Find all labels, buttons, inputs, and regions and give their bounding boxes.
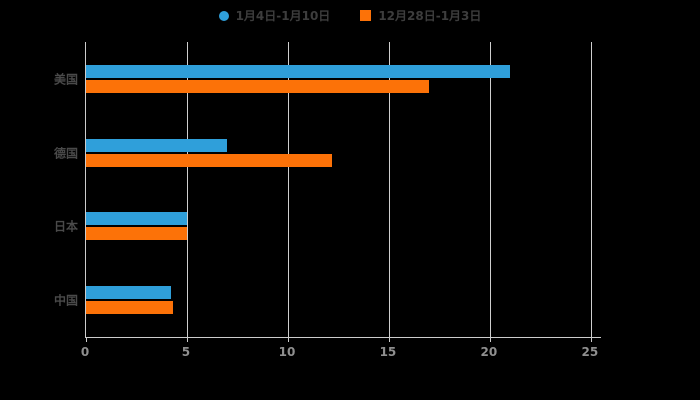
legend-label: 1月4日-1月10日 — [235, 9, 331, 23]
y-axis-label-中国: 中国 — [53, 293, 78, 308]
x-tickmark-15 — [388, 337, 390, 342]
legend-item-1[interactable]: 12月28日-1月3日 — [360, 7, 481, 24]
bar-1月4日-1月10日-德国 — [86, 138, 228, 152]
x-axis-label-15: 15 — [379, 345, 397, 359]
y-axis-label-日本: 日本 — [53, 219, 78, 234]
legend-marker-circle-icon — [218, 10, 229, 21]
x-tickmark-20 — [489, 337, 491, 342]
gridline-x-20 — [489, 42, 491, 337]
x-axis-label-25: 25 — [581, 345, 599, 359]
gridline-x-25 — [590, 42, 592, 337]
legend-item-0[interactable]: 1月4日-1月10日 — [218, 7, 331, 24]
bar-1月4日-1月10日-中国 — [86, 286, 171, 300]
y-axis-label-德国: 德国 — [53, 146, 78, 161]
x-tickmark-0 — [86, 337, 87, 342]
bar-12月28日-1月3日-中国 — [86, 301, 173, 315]
x-tickmark-5 — [186, 337, 188, 342]
bar-1月4日-1月10日-美国 — [86, 64, 511, 78]
legend: 1月4日-1月10日 12月28日-1月3日 — [0, 7, 700, 24]
x-tickmark-25 — [590, 337, 592, 342]
bar-12月28日-1月3日-日本 — [86, 227, 187, 241]
bar-1月4日-1月10日-日本 — [86, 212, 187, 226]
gridline-x-5 — [186, 42, 188, 337]
y-axis-label-美国: 美国 — [53, 72, 78, 87]
x-axis-label-10: 10 — [278, 345, 296, 359]
x-axis-label-0: 0 — [80, 345, 90, 359]
bar-12月28日-1月3日-美国 — [86, 79, 430, 93]
bar-12月28日-1月3日-德国 — [86, 153, 333, 167]
x-axis-label-5: 5 — [181, 345, 191, 359]
gridline-x-15 — [388, 42, 390, 337]
x-tickmark-10 — [287, 337, 289, 342]
x-axis-label-20: 20 — [480, 345, 498, 359]
legend-label: 12月28日-1月3日 — [378, 9, 482, 23]
plot-area — [85, 42, 601, 342]
legend-marker-square-icon — [360, 10, 372, 21]
gridline-x-10 — [287, 42, 289, 337]
